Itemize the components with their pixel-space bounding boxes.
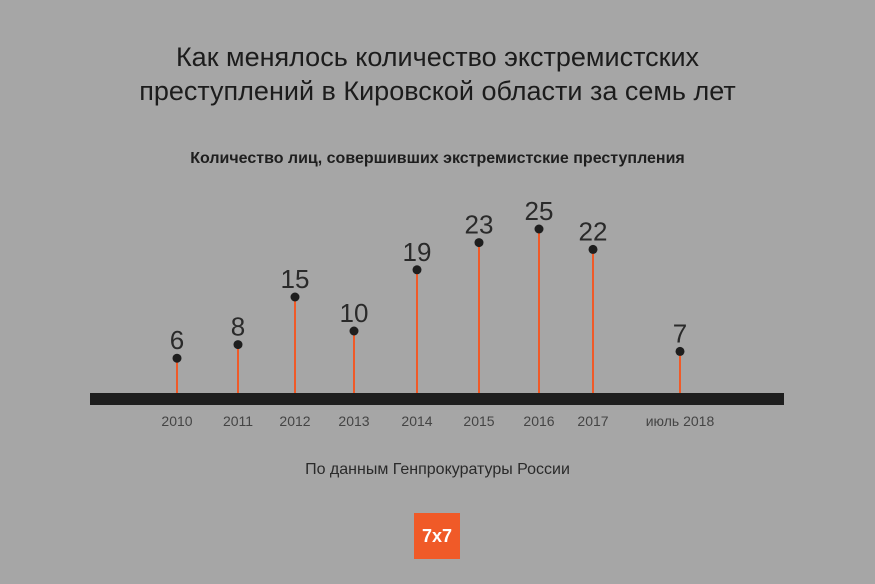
category-label-2015: 2015 bbox=[463, 413, 494, 429]
brand-logo-text: 7x7 bbox=[421, 525, 453, 546]
category-label-июль 2018: июль 2018 bbox=[646, 413, 715, 429]
value-label-2017: 22 bbox=[579, 216, 608, 246]
category-label-2010: 2010 bbox=[161, 413, 192, 429]
title-line-2: преступлений в Кировской области за семь… bbox=[139, 76, 736, 106]
category-label-2017: 2017 bbox=[577, 413, 608, 429]
category-label-2013: 2013 bbox=[338, 413, 369, 429]
data-point-июль 2018 bbox=[675, 346, 685, 356]
value-label-2015: 23 bbox=[465, 210, 494, 240]
value-label-июль 2018: 7 bbox=[673, 318, 687, 348]
data-point-2011 bbox=[233, 340, 243, 350]
chart-subtitle: Количество лиц, совершивших экстремистск… bbox=[190, 150, 685, 167]
source-note: По данным Генпрокуратуры России bbox=[305, 461, 570, 478]
category-label-2012: 2012 bbox=[279, 413, 310, 429]
chart-baseline bbox=[90, 393, 784, 405]
title-line-1: Как менялось количество экстремистских bbox=[175, 42, 700, 72]
value-label-2014: 19 bbox=[403, 237, 432, 267]
data-point-2010 bbox=[172, 353, 182, 363]
data-point-2016 bbox=[534, 224, 544, 234]
data-point-2013 bbox=[349, 326, 359, 336]
value-label-2010: 6 bbox=[170, 325, 184, 355]
value-label-2016: 25 bbox=[525, 196, 554, 226]
brand-logo: 7x7 bbox=[414, 513, 460, 559]
data-point-2012 bbox=[290, 292, 300, 302]
category-label-2014: 2014 bbox=[401, 413, 432, 429]
data-point-2015 bbox=[474, 238, 484, 248]
value-label-2012: 15 bbox=[281, 264, 310, 294]
chart-title: Как менялось количество экстремистских п… bbox=[0, 40, 875, 108]
category-label-2011: 2011 bbox=[223, 413, 253, 429]
data-point-2017 bbox=[588, 244, 598, 254]
value-label-2013: 10 bbox=[340, 298, 369, 328]
data-point-2014 bbox=[412, 265, 422, 275]
category-label-2016: 2016 bbox=[523, 413, 554, 429]
value-label-2011: 8 bbox=[231, 312, 245, 342]
